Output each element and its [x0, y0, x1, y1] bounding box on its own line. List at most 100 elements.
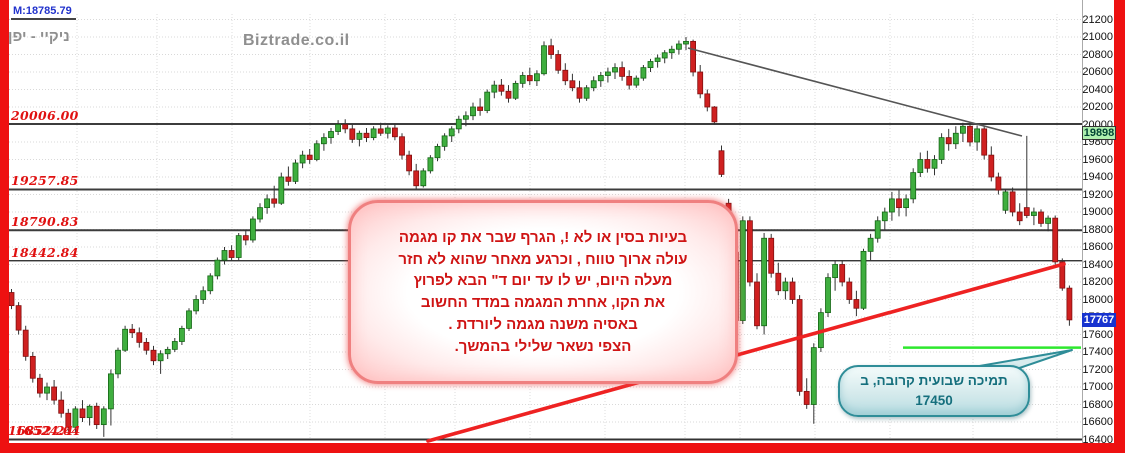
candle-up	[420, 170, 427, 187]
candle-up	[335, 124, 342, 132]
y-axis-tick: 17400	[1082, 346, 1113, 358]
y-axis-tick: 21200	[1082, 13, 1113, 26]
candle-up	[214, 259, 221, 277]
candle-up	[200, 290, 207, 300]
candle-down	[342, 124, 349, 130]
candle-up	[825, 277, 831, 314]
y-axis-tick: 20400	[1082, 83, 1113, 96]
candle-up	[235, 235, 242, 258]
candle-down	[1066, 287, 1073, 321]
candle-up	[612, 67, 618, 73]
candle-up	[313, 143, 320, 160]
candle-down	[775, 272, 782, 292]
candle-down	[718, 150, 725, 175]
candle-down	[143, 341, 150, 351]
candle-down	[65, 412, 72, 428]
y-axis-tick: 19600	[1082, 153, 1113, 166]
bottom-price-label: 16852.24	[8, 423, 74, 438]
candle-up	[960, 125, 966, 134]
candle-up	[881, 211, 888, 222]
candle-down	[391, 127, 398, 138]
candle-down	[271, 198, 278, 204]
y-axis-tick: 18800	[1082, 223, 1113, 236]
indicator-value-label: M:18785.79	[11, 5, 76, 20]
callout-line: את הקו, אחרת המגמה במדד החשוב	[420, 294, 666, 311]
candle-down	[548, 45, 554, 55]
callout-line: בעיות בסין או לא !, הגרף שבר את קו מגמה	[398, 228, 688, 246]
candle-up	[1031, 211, 1037, 216]
candle-up	[299, 154, 306, 164]
candle-down	[711, 106, 718, 123]
y-axis-tick: 19400	[1082, 171, 1113, 183]
candle-up	[264, 198, 271, 209]
instrument-title: ניקיי - יפן	[8, 28, 70, 45]
y-axis-tick: 16800	[1082, 398, 1113, 411]
candle-down	[285, 176, 292, 182]
candle-down	[242, 235, 249, 241]
candle-down	[363, 132, 370, 139]
candle-down	[562, 69, 569, 82]
candle-down	[555, 54, 562, 71]
candle-up	[441, 135, 448, 147]
candle-up	[889, 198, 895, 213]
candle-down	[626, 75, 633, 86]
brand-watermark: Biztrade.co.il	[243, 32, 350, 49]
candle-up	[519, 75, 526, 84]
candle-down	[697, 71, 704, 95]
callout-line: באסיה משנה מגמה ליורדת .	[448, 315, 638, 333]
candle-up	[647, 61, 654, 69]
candle-down	[796, 299, 803, 392]
red-frame-left	[0, 0, 9, 444]
y-axis-tick: 19200	[1082, 188, 1113, 201]
candle-up	[108, 373, 114, 410]
callout-line: הצפי נשאר שלילי בהמשך.	[454, 337, 632, 355]
y-axis-tick: 18400	[1082, 258, 1113, 271]
candle-down	[1038, 211, 1044, 224]
candle-up	[938, 137, 945, 160]
candle-up	[534, 73, 540, 82]
candle-down	[22, 329, 29, 357]
candle-up	[470, 106, 476, 117]
candle-down	[853, 299, 860, 309]
candle-down	[803, 390, 810, 405]
bottom-price-label: 16524.04	[15, 423, 81, 438]
price-level-label: 20006.00	[11, 107, 79, 123]
y-axis: 21200 21000 20800 20600 20400 20200 20000 19800…	[1082, 0, 1115, 446]
red-frame-right	[1114, 0, 1125, 453]
candle-down	[569, 80, 576, 89]
support-callout-text: תמיכה שבועית קרובה, ב	[860, 372, 1008, 388]
candle-up	[683, 40, 689, 45]
candle-up	[278, 176, 285, 204]
candle-up	[874, 220, 881, 239]
candle-down	[58, 399, 65, 414]
candle-up	[605, 71, 611, 76]
y-axis-tick: 19000	[1082, 206, 1113, 218]
candle-down	[747, 220, 753, 283]
y-axis-tick: 17200	[1082, 363, 1113, 376]
candle-down	[1052, 217, 1059, 263]
candle-up	[761, 237, 767, 327]
candle-up	[590, 80, 597, 89]
candle-up	[100, 408, 107, 426]
candle-up	[257, 207, 263, 220]
candle-up	[952, 132, 959, 145]
candle-up	[640, 67, 647, 79]
candle-up	[122, 328, 128, 351]
candle-down	[789, 281, 796, 300]
candle-up	[867, 237, 874, 252]
candle-up	[974, 128, 980, 143]
y-axis-tick: 21000	[1082, 31, 1113, 43]
candle-down	[1059, 261, 1066, 289]
candle-up	[44, 386, 50, 394]
candle-down	[399, 136, 405, 156]
candle-up	[462, 115, 469, 120]
price-level-label: 18790.83	[11, 214, 79, 230]
support-callout: תמיכה שבועית קרובה, ב 17450	[838, 365, 1030, 417]
candle-up	[541, 45, 547, 75]
price-marker-green: 19898	[1082, 126, 1116, 141]
y-axis-tick: 20600	[1082, 66, 1113, 78]
candle-up	[178, 327, 185, 342]
y-axis-tick: 16600	[1082, 416, 1113, 428]
candle-up	[448, 128, 455, 137]
support-callout-value: 17450	[915, 393, 953, 408]
